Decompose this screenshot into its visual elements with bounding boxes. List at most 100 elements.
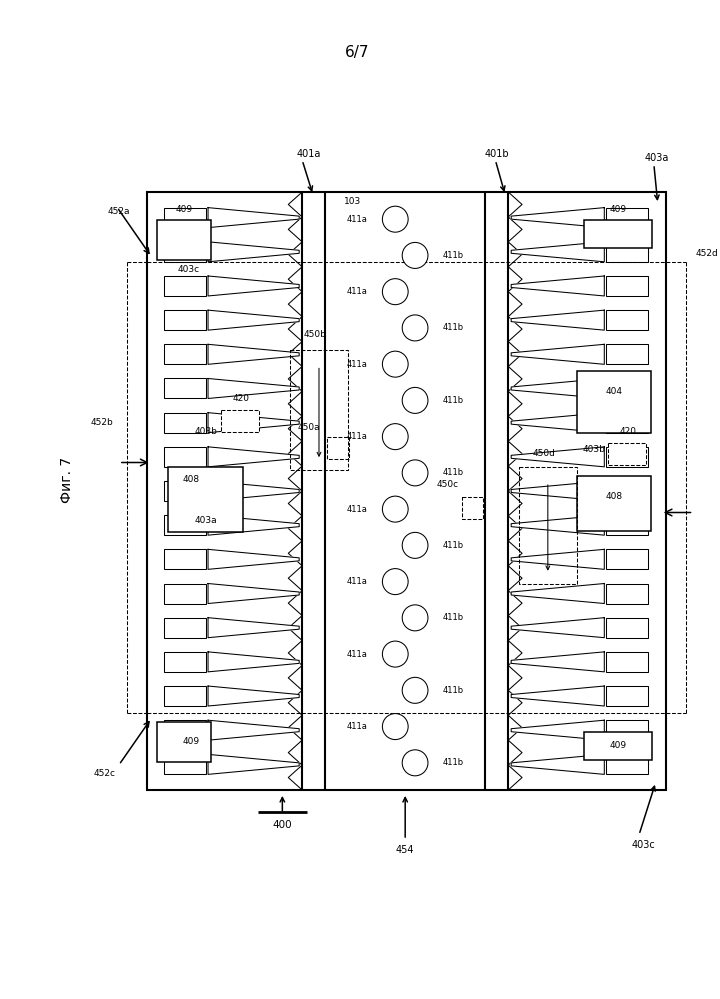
Text: 411a: 411a — [346, 215, 367, 224]
Polygon shape — [511, 549, 604, 569]
Polygon shape — [208, 242, 300, 262]
Bar — [606, 345, 648, 365]
Polygon shape — [208, 413, 300, 433]
Polygon shape — [511, 481, 604, 501]
Circle shape — [402, 243, 428, 269]
Text: 450a: 450a — [298, 423, 320, 432]
Bar — [606, 242, 648, 262]
Polygon shape — [511, 652, 604, 672]
Text: 411b: 411b — [443, 324, 464, 333]
Circle shape — [402, 532, 428, 558]
Bar — [164, 754, 206, 774]
Circle shape — [382, 713, 408, 739]
Bar — [606, 310, 648, 330]
Polygon shape — [208, 549, 300, 569]
Circle shape — [402, 315, 428, 341]
Bar — [164, 515, 206, 535]
Bar — [606, 583, 648, 603]
Text: 411a: 411a — [346, 722, 367, 731]
Text: 411b: 411b — [443, 613, 464, 622]
Polygon shape — [208, 447, 300, 467]
Text: 400: 400 — [273, 820, 292, 830]
Text: 411b: 411b — [443, 758, 464, 767]
Text: 411a: 411a — [346, 433, 367, 442]
Polygon shape — [208, 276, 300, 296]
Bar — [164, 549, 206, 569]
Text: 403a: 403a — [644, 153, 669, 163]
Text: 420: 420 — [620, 427, 636, 436]
Bar — [606, 720, 648, 740]
Bar — [606, 652, 648, 672]
Polygon shape — [511, 515, 604, 535]
Polygon shape — [511, 345, 604, 365]
Text: 411b: 411b — [443, 540, 464, 549]
Text: 409: 409 — [610, 740, 626, 749]
Bar — [606, 447, 648, 467]
Bar — [164, 686, 206, 706]
Bar — [577, 477, 651, 531]
Text: 409: 409 — [610, 205, 626, 214]
Text: Фиг. 7: Фиг. 7 — [60, 457, 74, 503]
Text: 450c: 450c — [437, 481, 459, 490]
Polygon shape — [208, 515, 300, 535]
Text: 411a: 411a — [346, 287, 367, 296]
Circle shape — [382, 568, 408, 594]
Text: 452b: 452b — [91, 418, 114, 427]
Bar — [168, 468, 243, 532]
Bar — [608, 444, 646, 466]
Polygon shape — [511, 208, 604, 228]
Polygon shape — [208, 208, 300, 228]
Bar — [606, 379, 648, 399]
Bar — [221, 411, 258, 433]
Polygon shape — [511, 754, 604, 774]
Text: 401b: 401b — [485, 149, 510, 159]
Text: 411b: 411b — [443, 396, 464, 405]
Text: 403b: 403b — [583, 445, 606, 454]
Bar — [156, 722, 211, 762]
Bar — [585, 220, 652, 248]
Circle shape — [382, 206, 408, 232]
Bar — [164, 447, 206, 467]
Text: 411b: 411b — [443, 469, 464, 478]
Bar — [164, 583, 206, 603]
Circle shape — [402, 388, 428, 414]
Circle shape — [402, 750, 428, 776]
Circle shape — [402, 460, 428, 486]
Polygon shape — [511, 617, 604, 637]
Polygon shape — [511, 447, 604, 467]
Polygon shape — [511, 242, 604, 262]
Circle shape — [382, 279, 408, 305]
Polygon shape — [208, 481, 300, 501]
Bar — [606, 276, 648, 296]
Text: 403c: 403c — [632, 840, 656, 850]
Polygon shape — [208, 345, 300, 365]
Bar — [164, 652, 206, 672]
Polygon shape — [208, 617, 300, 637]
Polygon shape — [511, 379, 604, 399]
Text: 401a: 401a — [297, 149, 321, 159]
Text: 454: 454 — [396, 845, 415, 855]
Polygon shape — [511, 583, 604, 603]
Bar — [164, 379, 206, 399]
Bar — [585, 732, 652, 760]
Text: 411b: 411b — [443, 251, 464, 260]
Bar — [164, 208, 206, 228]
Text: 6/7: 6/7 — [344, 45, 369, 60]
Bar — [156, 220, 211, 260]
Bar — [606, 481, 648, 501]
Text: 103: 103 — [344, 197, 361, 206]
Text: 403c: 403c — [177, 266, 199, 275]
Text: 411a: 411a — [346, 504, 367, 513]
Polygon shape — [511, 413, 604, 433]
Bar — [606, 686, 648, 706]
Polygon shape — [208, 379, 300, 399]
Bar — [606, 617, 648, 637]
Bar — [606, 754, 648, 774]
Text: 411b: 411b — [443, 686, 464, 695]
Bar — [164, 276, 206, 296]
Polygon shape — [208, 686, 300, 706]
Bar — [606, 549, 648, 569]
Polygon shape — [208, 754, 300, 774]
Polygon shape — [511, 276, 604, 296]
Text: 403a: 403a — [194, 516, 217, 525]
